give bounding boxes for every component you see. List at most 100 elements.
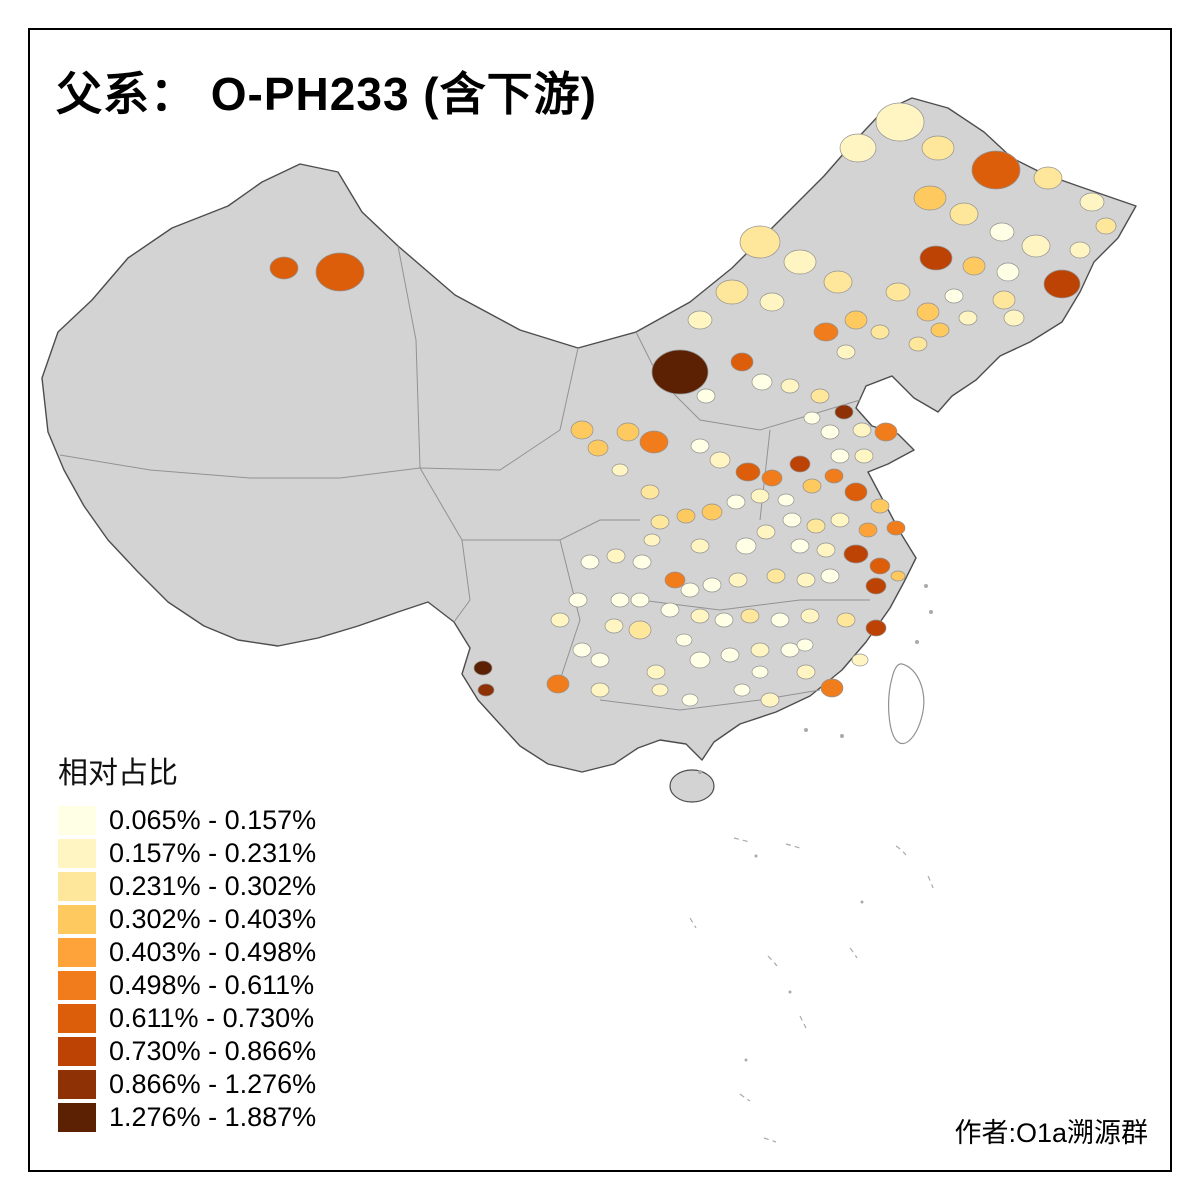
prefecture-region [875,102,925,142]
prefecture-region [958,310,978,326]
prefecture-region [870,498,890,514]
coastal-islets [698,584,933,1062]
prefecture-region [681,693,699,707]
prefecture-region [913,185,947,211]
prefecture-region [992,290,1016,310]
prefecture-region [820,678,844,698]
prefecture-region [756,524,776,540]
prefecture-region [714,612,734,628]
prefecture-region [751,373,773,391]
legend-swatch [58,938,96,967]
legend-swatch [58,1103,96,1132]
prefecture-region [810,388,830,404]
prefecture-region [639,430,669,454]
prefecture-region [844,310,868,330]
prefecture-region [660,602,680,618]
prefecture-region [610,592,630,608]
prefecture-region [604,618,624,634]
prefecture-region [759,292,785,312]
prefecture-region [836,612,856,628]
prefecture-region [885,282,911,302]
prefecture-region [865,619,887,637]
prefecture-region [813,322,839,342]
legend-item: 0.611% - 0.730% [58,1002,316,1035]
legend-swatch [58,806,96,835]
prefecture-region [1079,192,1105,212]
prefecture-region [796,664,816,680]
legend-swatch [58,1004,96,1033]
prefecture-region [806,518,826,534]
prefecture-region [816,542,836,558]
prefecture-region [836,344,856,360]
prefecture-region [689,651,711,669]
prefecture-region [735,462,761,482]
legend-title: 相对占比 [58,757,178,790]
prefecture-region [843,544,869,564]
prefecture-region [854,448,874,464]
prefecture-region [580,554,600,570]
prefecture-region [874,422,898,442]
prefecture-region [796,638,814,652]
prefecture-region [780,378,800,394]
prefecture-region [628,620,652,640]
prefecture-region [790,538,810,554]
prefecture-region [630,592,650,608]
prefecture-region [680,582,700,598]
prefecture-region [830,512,850,528]
legend-swatch [58,1070,96,1099]
prefecture-region [651,349,709,395]
prefecture-region [640,484,660,500]
legend-label: 0.403% - 0.498% [109,937,317,967]
prefecture-region [690,608,710,624]
map-title: 父系： O-PH233 (含下游) [56,68,597,120]
legend-item: 1.276% - 1.887% [58,1101,316,1134]
prefecture-region [800,608,820,624]
legend-item: 0.231% - 0.302% [58,870,316,903]
prefecture-region [740,608,760,624]
prefecture-region [761,469,783,487]
prefecture-region [733,683,751,697]
prefecture-region [780,642,800,658]
legend-label: 0.157% - 0.231% [109,838,317,868]
prefecture-region [908,336,928,352]
prefecture-region [777,493,795,507]
hainan-island [669,769,715,803]
prefecture-region [944,288,964,304]
prefecture-region [690,438,710,454]
prefecture-region [715,279,749,305]
prefecture-region [949,202,979,226]
prefecture-region [473,660,493,676]
prefecture-region [550,612,570,628]
prefecture-region [587,439,609,457]
prefecture-region [1069,241,1091,259]
prefecture-region [916,302,940,322]
prefecture-region [996,262,1020,282]
prefecture-region [803,411,821,425]
prefecture-region [820,568,840,584]
prefecture-region [750,488,770,504]
prefecture-region [709,451,731,469]
legend-label: 0.302% - 0.403% [109,904,317,934]
prefecture-region [869,557,891,575]
legend-label: 1.276% - 1.887% [109,1102,317,1132]
prefecture-region [766,568,786,584]
prefecture-region [919,245,953,271]
prefecture-region [726,494,746,510]
prefecture-region [820,424,840,440]
prefecture-region [650,514,670,530]
prefecture-region [643,533,661,547]
prefecture-region [632,554,652,570]
prefecture-region [687,310,713,330]
prefecture-region [921,135,955,161]
legend-swatch [58,839,96,868]
south-china-sea-dashes [689,837,934,1143]
legend-label: 0.611% - 0.730% [109,1003,315,1033]
prefecture-region [830,448,850,464]
prefecture-region [702,577,722,593]
legend-item: 0.730% - 0.866% [58,1035,316,1068]
attribution: 作者:O1a溯源群 [954,1118,1148,1148]
prefecture-region [796,572,816,588]
data-regions [269,102,1117,708]
prefecture-region [739,225,781,259]
legend-swatch [58,1037,96,1066]
